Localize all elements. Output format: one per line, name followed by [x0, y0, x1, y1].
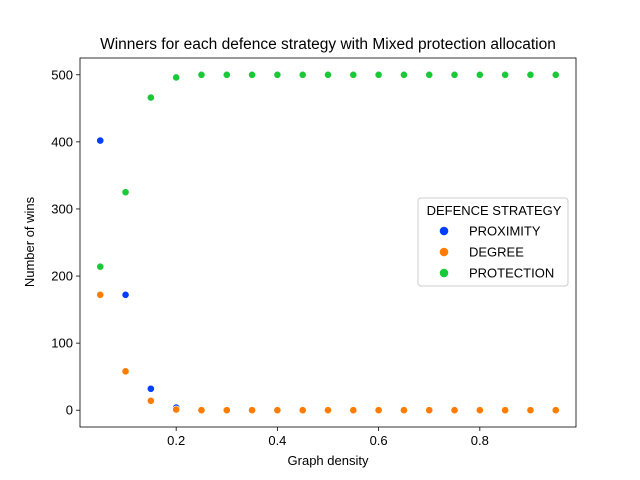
chart-title: Winners for each defence strategy with M… [100, 36, 556, 53]
data-points [96, 70, 560, 415]
y-tick-label: 200 [51, 269, 73, 284]
y-tick-label: 500 [51, 67, 73, 82]
point-degree [96, 290, 105, 299]
point-degree [526, 406, 535, 415]
point-protection [146, 93, 155, 102]
point-protection [349, 70, 358, 79]
point-degree [273, 406, 282, 415]
point-degree [551, 406, 560, 415]
point-proximity [146, 384, 155, 393]
y-tick-label: 300 [51, 201, 73, 216]
point-protection [121, 188, 130, 197]
point-protection [526, 70, 535, 79]
point-protection [400, 70, 408, 79]
x-axis-label: Graph density [288, 453, 369, 468]
point-degree [248, 406, 256, 415]
point-protection [248, 70, 256, 79]
point-protection [273, 70, 282, 79]
point-protection [172, 73, 181, 82]
legend-box [417, 197, 569, 287]
y-axis-label: Number of wins [22, 196, 37, 287]
point-degree [450, 406, 459, 415]
x-tick-label: 0.8 [471, 433, 489, 448]
point-degree [172, 405, 181, 414]
y-tick-label: 400 [51, 134, 73, 149]
point-protection [324, 70, 332, 79]
point-proximity [121, 290, 130, 299]
point-proximity [96, 136, 105, 145]
x-tick-label: 0.6 [370, 433, 388, 448]
legend-label-protection: PROTECTION [469, 266, 554, 281]
point-protection [298, 70, 307, 79]
point-degree [324, 406, 332, 415]
point-degree [222, 406, 231, 415]
x-tick-label: 0.4 [268, 433, 286, 448]
point-degree [197, 406, 206, 415]
legend: DEFENCE STRATEGY PROXIMITY DEGREE PROTECTI… [417, 197, 569, 287]
point-protection [96, 262, 105, 271]
legend-marker-proximity [439, 226, 449, 236]
x-axis: 0.2 0.4 0.6 0.8 [167, 427, 489, 448]
point-degree [349, 406, 358, 415]
legend-label-proximity: PROXIMITY [469, 224, 541, 239]
legend-marker-degree [439, 247, 449, 257]
point-degree [400, 406, 408, 415]
point-degree [298, 406, 307, 415]
x-tick-label: 0.2 [167, 433, 185, 448]
plot-area-frame [79, 57, 577, 428]
y-axis: 0 100 200 300 400 500 [51, 67, 80, 418]
point-protection [374, 70, 383, 79]
y-tick-label: 0 [66, 403, 73, 418]
point-degree [425, 406, 434, 415]
point-protection [222, 70, 231, 79]
legend-marker-protection [439, 268, 449, 278]
point-protection [475, 70, 484, 79]
point-degree [146, 396, 155, 405]
legend-label-degree: DEGREE [469, 245, 524, 260]
point-protection [450, 70, 459, 79]
point-protection [197, 70, 206, 79]
point-degree [475, 406, 484, 415]
y-tick-label: 100 [51, 336, 73, 351]
point-protection [551, 70, 560, 79]
legend-title: DEFENCE STRATEGY [427, 203, 562, 218]
point-protection [425, 70, 434, 79]
point-degree [501, 406, 510, 415]
point-protection [501, 70, 510, 79]
point-degree [121, 367, 130, 376]
point-degree [374, 406, 383, 415]
